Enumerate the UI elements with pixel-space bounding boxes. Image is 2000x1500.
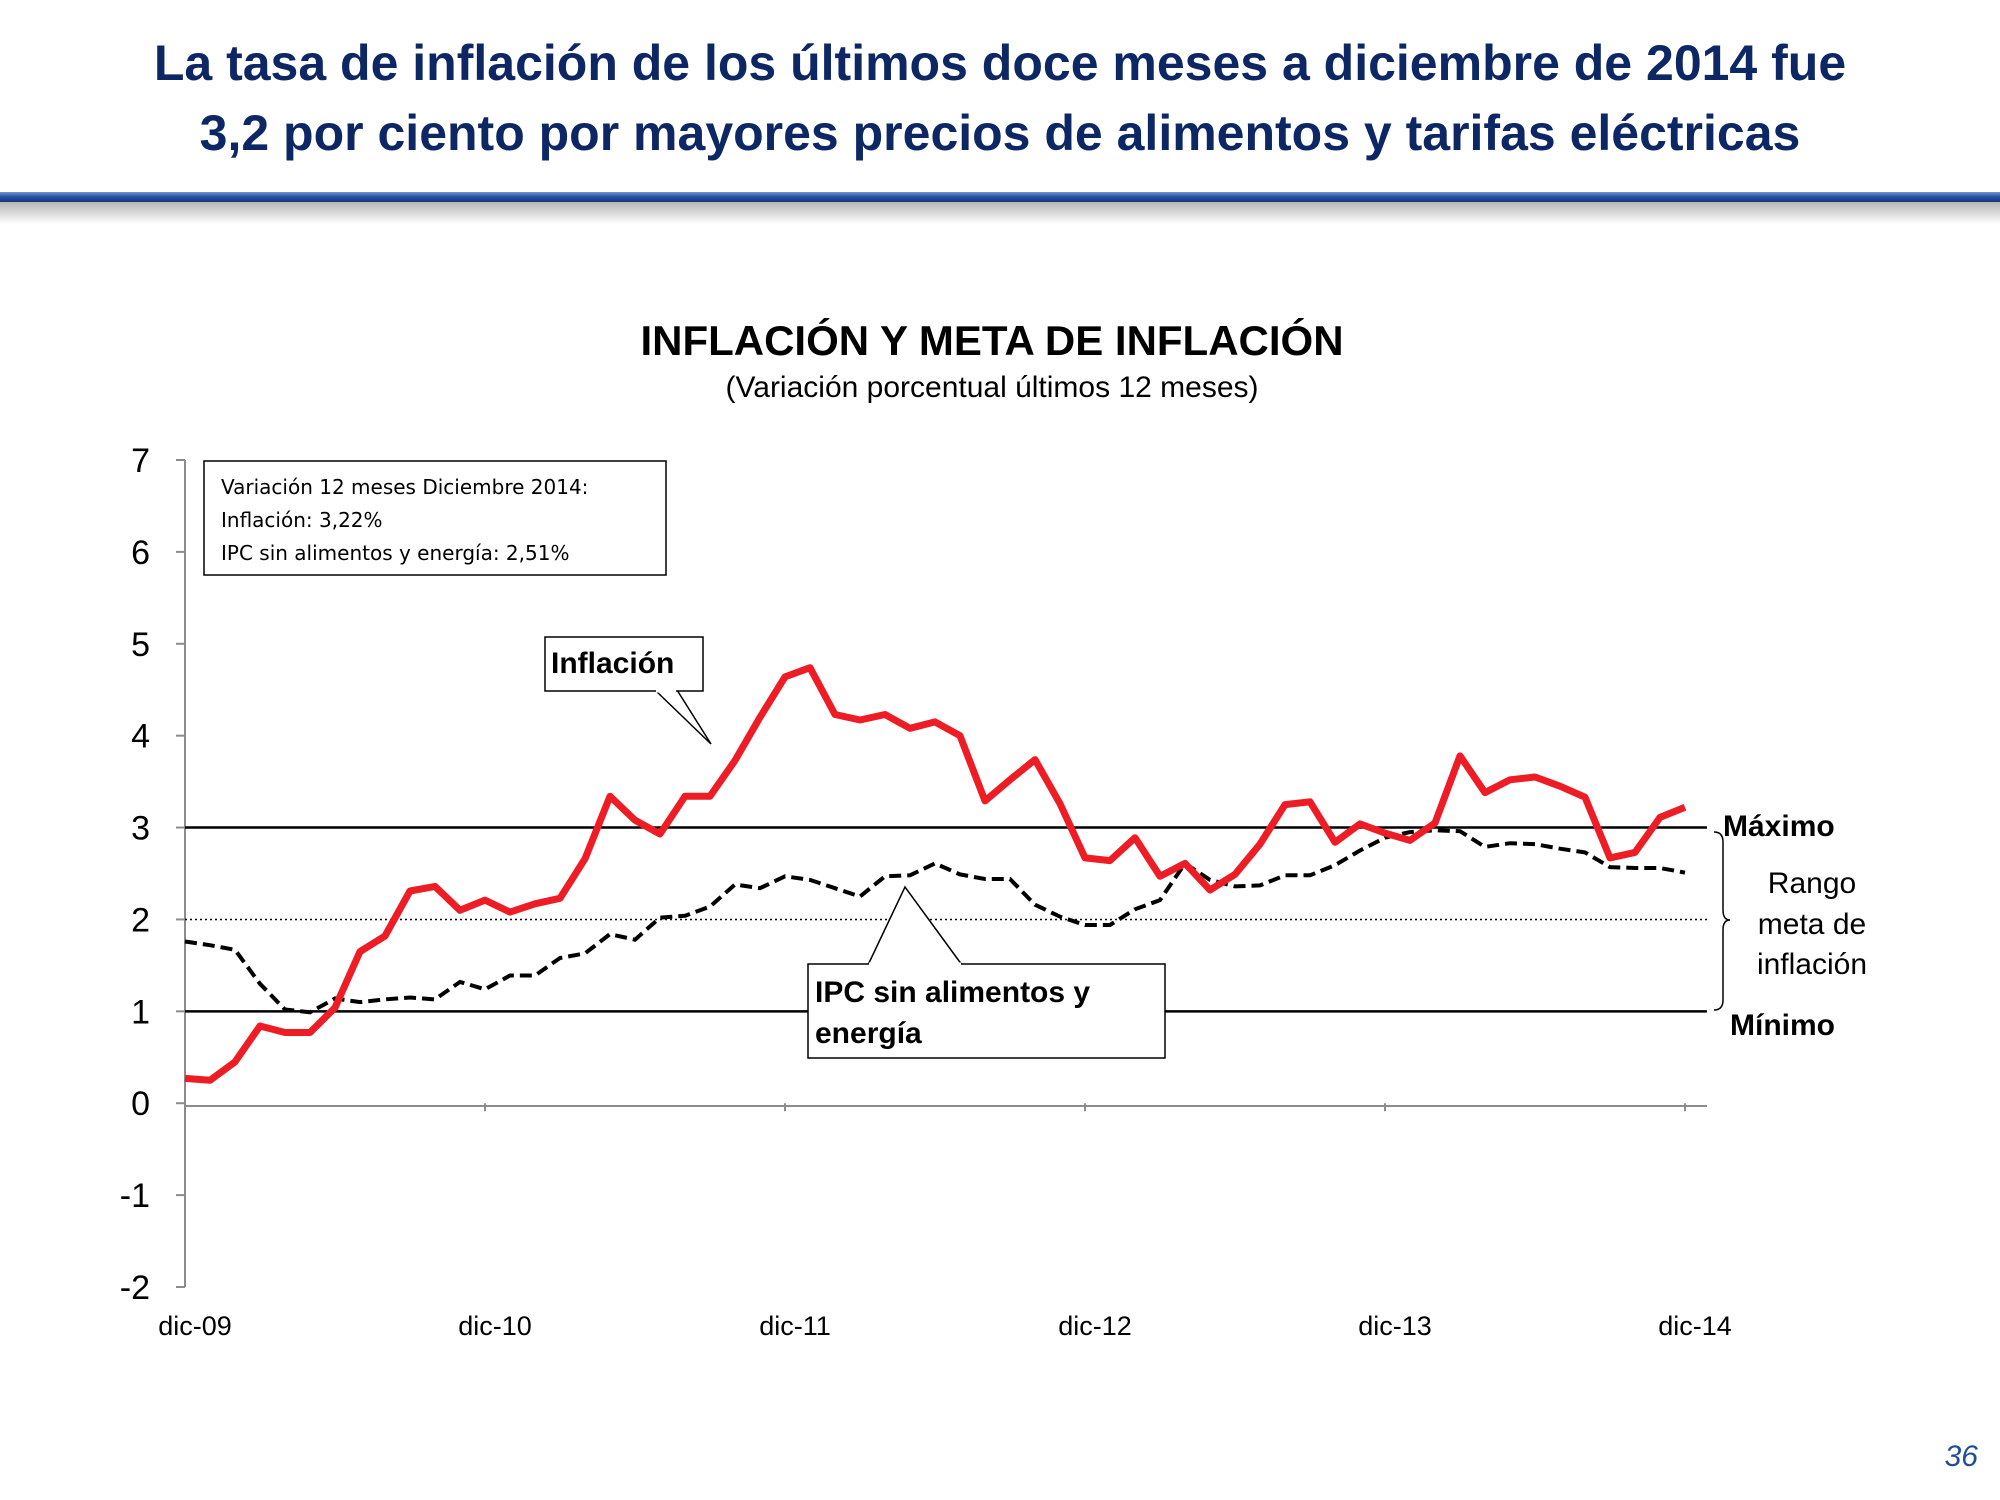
range-label-line-3: inflación [1757,948,1867,981]
y-tick-label: -1 [120,1177,150,1215]
range-brace [1713,831,1731,1011]
info-box-line-3: IPC sin alimentos y energía: 2,51% [221,541,569,565]
x-tick-label: dic-09 [158,1311,232,1341]
page-number: 36 [1944,1440,1978,1473]
x-tick-label: dic-10 [458,1311,532,1341]
title-divider-shadow [0,202,2000,224]
x-tick-label: dic-11 [759,1311,831,1341]
x-tick-label: dic-13 [1358,1311,1432,1341]
chart-title: INFLACIÓN Y META DE INFLACIÓN [640,316,1343,364]
y-tick-label: 2 [131,901,150,939]
info-box-line-1: Variación 12 meses Diciembre 2014: [221,475,588,499]
range-label-line-1: Rango [1768,867,1856,900]
y-tick-label: 6 [131,534,150,572]
slide-title-line-2: 3,2 por ciento por mayores precios de al… [199,105,1801,161]
maximo-label: Máximo [1723,810,1835,843]
y-tick-label: 4 [131,718,150,756]
range-label-line-2: meta de [1758,908,1866,941]
core-inflation-callout: IPC sin alimentos y energía [807,885,1166,1059]
chart-subtitle: (Variación porcentual últimos 12 meses) [725,371,1258,404]
core-callout-line-2: energía [815,1017,922,1050]
y-tick-label: 3 [131,810,150,848]
x-tick-label: dic-14 [1658,1311,1732,1341]
x-axis-ticks: dic-09 dic-10 dic-11 dic-12 dic-13 dic-14 [158,1103,1732,1341]
inflation-line [184,664,1687,1084]
y-tick-label: 0 [131,1085,150,1123]
title-divider-bar [0,192,2000,202]
slide-title: La tasa de inflación de los últimos doce… [20,28,1980,168]
y-tick-label: 7 [131,442,150,480]
y-tick-label: -2 [120,1269,150,1307]
y-tick-label: 1 [131,993,150,1031]
inflation-callout: Inflación [544,636,712,745]
y-axis-ticks: 7 6 5 4 3 2 1 0 -1 -2 [120,442,185,1307]
slide-title-line-1: La tasa de inflación de los últimos doce… [153,35,1847,91]
inflation-callout-label: Inflación [551,647,674,680]
info-box-line-2: Inflación: 3,22% [221,508,383,532]
core-callout-line-1: IPC sin alimentos y [815,976,1090,1009]
minimo-label: Mínimo [1730,1009,1835,1042]
y-tick-label: 5 [131,626,150,664]
info-box [203,460,667,576]
x-tick-label: dic-12 [1058,1311,1132,1341]
